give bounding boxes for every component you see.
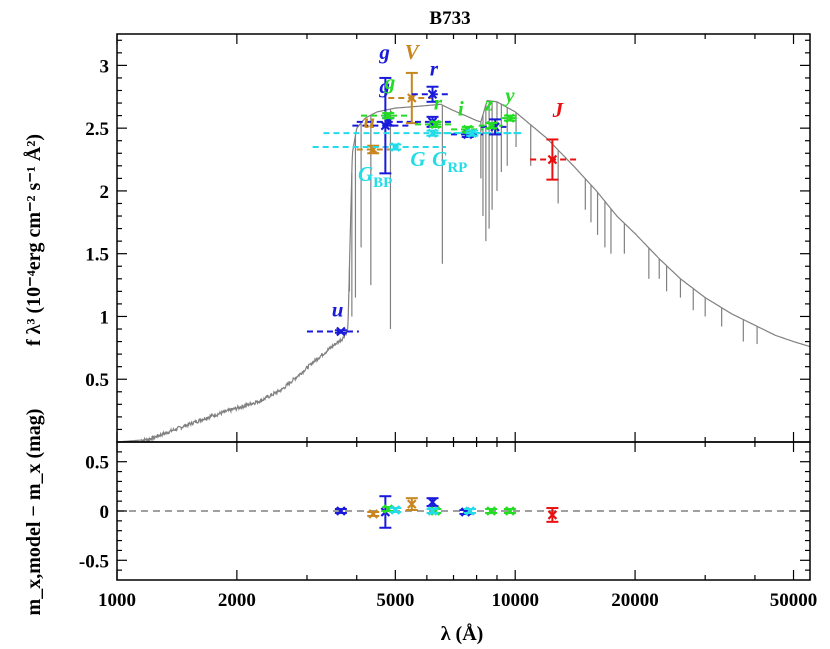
top-frame <box>116 33 811 443</box>
band-label: z <box>484 92 494 116</box>
x-tick-label: 5000 <box>376 590 414 611</box>
residual-point <box>463 506 476 516</box>
point-marker <box>427 89 438 100</box>
band-label: y <box>502 83 515 107</box>
residual-point <box>367 509 380 519</box>
band-label: g <box>378 74 390 98</box>
residual-point <box>426 497 439 508</box>
residual-points <box>117 495 810 529</box>
band-label: GBP <box>358 162 392 191</box>
point-marker <box>427 128 438 138</box>
x-tick-label: 1000 <box>98 590 136 611</box>
point-marker <box>465 506 475 516</box>
point-marker <box>430 119 441 130</box>
band-label: g <box>378 40 390 64</box>
band-label: J <box>552 98 565 122</box>
data-point <box>388 71 433 125</box>
band-label: u <box>363 109 375 133</box>
point-marker <box>427 497 438 507</box>
band-label: V <box>405 40 421 64</box>
point-marker <box>547 154 558 165</box>
bottom-y-axis-title: m_x,model − m_x (mag) <box>23 409 45 616</box>
point-marker <box>407 93 417 103</box>
residual-point <box>485 506 498 516</box>
residual-point <box>334 506 347 516</box>
data-point <box>414 119 454 130</box>
data-point <box>323 128 524 138</box>
y-tick-label: 0 <box>100 502 110 523</box>
y-tick-label: 1.5 <box>85 245 109 266</box>
point-marker <box>336 326 346 337</box>
y-tick-label: 0.5 <box>85 370 109 391</box>
x-axis-title: λ (Å) <box>441 622 484 645</box>
data-point <box>500 113 519 123</box>
y-tick-label: 3 <box>100 56 110 77</box>
model-spectrum <box>117 100 810 442</box>
point-marker <box>547 510 558 520</box>
x-tick-label: 20000 <box>611 590 659 611</box>
data-point <box>530 138 578 181</box>
tick-marks: 1000 2000 5000 10000 20000 50000 0.5 1 1.5 2 2.5 3 -… <box>79 34 817 611</box>
point-marker <box>368 509 378 519</box>
data-point <box>306 326 359 337</box>
x-tick-label: 10000 <box>491 590 539 611</box>
point-marker <box>467 128 478 138</box>
photometry-points <box>306 71 578 337</box>
y-tick-label: -0.5 <box>79 551 109 572</box>
chart-title: B733 <box>429 8 470 29</box>
band-label: r <box>430 56 439 80</box>
residual-point <box>389 505 402 515</box>
x-tick-label: 2000 <box>218 590 256 611</box>
residual-point <box>405 497 418 512</box>
point-marker <box>486 506 496 516</box>
residual-point <box>546 507 559 523</box>
y-tick-label: 0.5 <box>85 453 109 474</box>
data-point <box>411 85 452 103</box>
y-tick-label: 2 <box>100 182 110 203</box>
band-label: g <box>384 70 396 94</box>
band-label: i <box>458 97 464 121</box>
point-marker <box>390 505 401 515</box>
point-marker <box>390 142 401 152</box>
data-point <box>480 118 507 136</box>
point-marker <box>407 499 417 509</box>
x-tick-label: 50000 <box>770 590 818 611</box>
point-marker <box>383 110 394 121</box>
residual-point <box>503 506 516 516</box>
data-point <box>435 128 524 138</box>
data-point <box>361 110 412 121</box>
point-marker <box>427 506 438 516</box>
data-point <box>478 120 503 131</box>
band-label: G <box>410 147 425 171</box>
top-y-axis-title: f λ³ (10⁻⁴erg cm⁻² s⁻¹ Å²) <box>22 134 45 346</box>
y-tick-label: 1 <box>100 307 110 328</box>
spectrum-continuum <box>117 100 810 442</box>
band-label: r <box>434 90 443 114</box>
residual-point <box>426 506 439 516</box>
y-tick-label: 2.5 <box>85 119 109 140</box>
point-marker <box>505 506 515 516</box>
band-label: GRP <box>432 147 467 176</box>
data-point <box>312 142 446 152</box>
point-marker <box>505 113 515 123</box>
point-marker <box>486 120 496 131</box>
point-marker <box>336 506 346 516</box>
band-label: u <box>332 297 344 321</box>
